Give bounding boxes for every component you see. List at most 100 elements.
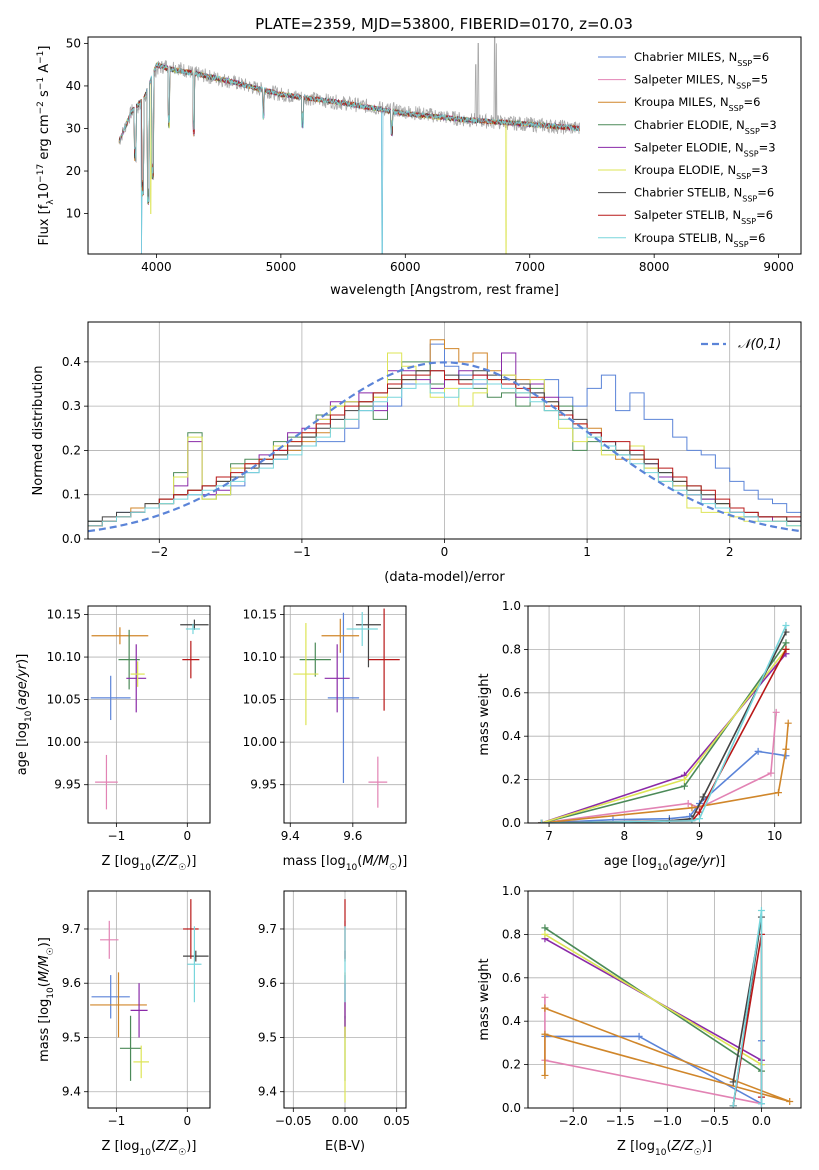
x-tick-label: 0.00 bbox=[332, 1114, 359, 1128]
axis-label: Z [log10(Z/Z☉)] bbox=[617, 1139, 712, 1158]
y-tick-label: 30 bbox=[66, 121, 81, 135]
axis-label-part: ( bbox=[151, 1139, 156, 1154]
mass-weight-marker bbox=[782, 622, 790, 630]
x-tick-label: 8000 bbox=[639, 260, 670, 274]
y-tick-label: 9.5 bbox=[62, 1030, 81, 1044]
axis-label-part: 10 bbox=[139, 863, 151, 873]
y-tick-label: 0.6 bbox=[502, 971, 521, 985]
axis-label-part: 10 bbox=[37, 183, 52, 200]
x-tick-label: −0.05 bbox=[275, 1114, 312, 1128]
y-tick-label: 0.2 bbox=[502, 1058, 521, 1072]
age-vs-mass-panel: 9.4 9.6 9.95 10.00 10.05 10.10 10.15 mass [log1… bbox=[243, 605, 408, 873]
mass-weight-line bbox=[541, 723, 789, 823]
y-tick-label: 40 bbox=[66, 79, 81, 93]
axis-label-part: Z [log bbox=[617, 1139, 655, 1154]
mass-weight-line bbox=[732, 910, 763, 1106]
axis-label-part: Z [log bbox=[102, 1139, 140, 1154]
legend-label-suffix: =5 bbox=[751, 73, 768, 87]
mass-weight-line bbox=[541, 642, 787, 823]
y-tick-label: 9.95 bbox=[250, 778, 277, 792]
legend-label-text: Kroupa MILES, N bbox=[634, 95, 729, 109]
plot-area bbox=[90, 619, 209, 810]
axis-label-part: )] bbox=[15, 654, 30, 664]
mass-weight-line bbox=[541, 631, 787, 823]
legend-label-sub: SSP bbox=[736, 172, 751, 181]
x-tick-label: 0 bbox=[441, 545, 449, 559]
axis-label-part: ☉ bbox=[178, 1148, 186, 1158]
mass-weight-marker bbox=[541, 930, 549, 938]
y-tick-label: 10 bbox=[66, 207, 81, 221]
axes-frame bbox=[527, 605, 802, 824]
y-tick-label: 0.8 bbox=[502, 642, 521, 656]
y-tick-label: 0.0 bbox=[62, 532, 81, 546]
legend-label-sub: SSP bbox=[737, 59, 752, 68]
y-tick-label: 0.6 bbox=[502, 686, 521, 700]
y-tick-label: 0.8 bbox=[502, 927, 521, 941]
axis-label-part: ☉ bbox=[178, 863, 186, 873]
x-tick-label: 0.05 bbox=[383, 1114, 410, 1128]
axis-label-part: 10 bbox=[139, 1148, 151, 1158]
axis-label-part: Z/Z bbox=[155, 1139, 179, 1154]
axis-label-part: ( bbox=[15, 706, 30, 711]
legend-label: Chabrier ELODIE, NSSP=3 bbox=[634, 118, 777, 136]
plot-area bbox=[538, 622, 792, 823]
axis-label-part: ( bbox=[357, 854, 362, 869]
x-tick-label: −2 bbox=[150, 545, 168, 559]
mass-weight-marker bbox=[729, 1078, 737, 1086]
mass-weight-marker bbox=[757, 1100, 765, 1108]
x-tick-label: 10 bbox=[767, 829, 782, 843]
legend-label-sub: SSP bbox=[734, 239, 749, 248]
mass-weight-marker bbox=[699, 793, 707, 801]
x-tick-label: 8 bbox=[620, 829, 628, 843]
axis-label-part: )] bbox=[397, 854, 407, 869]
axis-label: mass [log10(M/M☉)] bbox=[283, 854, 408, 873]
mass-weight-line bbox=[541, 625, 787, 823]
axis-label: mass weight bbox=[477, 958, 492, 1040]
axes-frame bbox=[87, 36, 802, 255]
axis-label-part: Flux [f bbox=[37, 204, 52, 245]
mass-weight-marker bbox=[684, 799, 692, 807]
mass-weight-marker bbox=[541, 1004, 549, 1012]
y-tick-label: 0.3 bbox=[62, 399, 81, 413]
x-tick-label: 1 bbox=[583, 545, 591, 559]
axis-label: mass [log10(M/M☉)] bbox=[37, 937, 56, 1062]
y-tick-label: 50 bbox=[66, 36, 81, 50]
plot-area bbox=[293, 606, 400, 808]
y-tick-label: 0.4 bbox=[502, 729, 521, 743]
x-tick-label: 5000 bbox=[266, 260, 297, 274]
legend-label-suffix: =6 bbox=[757, 186, 774, 200]
y-tick-label: 10.15 bbox=[243, 608, 277, 622]
legend-label-text: Chabrier STELIB, N bbox=[634, 186, 742, 200]
legend-label-sub: SSP bbox=[736, 81, 751, 90]
axis-label-part: 10 bbox=[346, 863, 358, 873]
y-tick-label: 9.7 bbox=[258, 922, 277, 936]
figure-title: PLATE=2359, MJD=53800, FIBERID=0170, z=0… bbox=[255, 15, 633, 33]
legend-label-sub: SSP bbox=[742, 194, 757, 203]
axis-label-part: ( bbox=[666, 1139, 671, 1154]
axis-label-part: mass weight bbox=[477, 673, 492, 755]
axes-frame bbox=[87, 890, 211, 1109]
x-tick-label: −1 bbox=[108, 829, 126, 843]
y-tick-label: 0.4 bbox=[502, 1014, 521, 1028]
y-tick-label: 10.00 bbox=[47, 735, 81, 749]
mass-weight-marker bbox=[774, 789, 782, 797]
x-tick-label: 0.0 bbox=[752, 1114, 771, 1128]
x-axis-label: (data-model)/error bbox=[384, 570, 505, 585]
mass-weight-marker bbox=[695, 815, 703, 823]
mass-weight-marker bbox=[729, 1102, 737, 1108]
y-tick-label: 0.0 bbox=[502, 1101, 521, 1115]
axis-label: Normed distribution bbox=[31, 366, 46, 496]
legend-label-text: Salpeter STELIB, N bbox=[634, 208, 741, 222]
y-tick-label: 0.0 bbox=[502, 816, 521, 830]
mass-vs-metallicity-panel: −1 09.49.59.69.7Z [log10(Z/Z☉)]mass [log1… bbox=[37, 890, 211, 1158]
axis-label-part: s bbox=[37, 90, 52, 101]
spectrum-model-line bbox=[118, 63, 580, 254]
x-tick-label: 9 bbox=[696, 829, 704, 843]
legend-label-sub: SSP bbox=[744, 149, 759, 158]
plot-area bbox=[541, 907, 794, 1108]
legend-label: Kroupa STELIB, NSSP=6 bbox=[634, 231, 765, 249]
x-tick-label: 7 bbox=[545, 829, 553, 843]
axes-frame bbox=[87, 321, 802, 540]
